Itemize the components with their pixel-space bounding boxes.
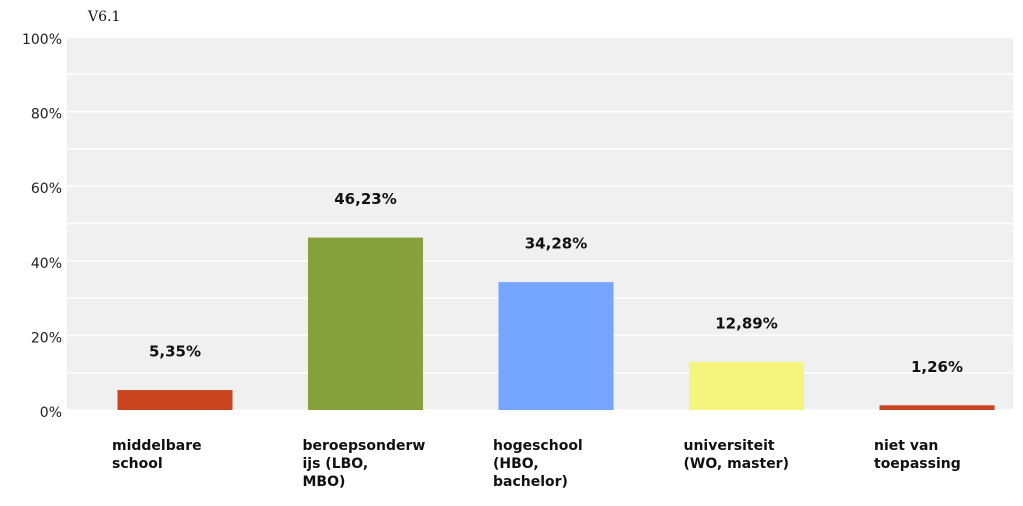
x-tick-label: beroepsonderw ijs (LBO, MBO) [302, 438, 426, 490]
chart-title: V6.1 [87, 9, 120, 25]
x-tick-label: middelbare school [112, 438, 202, 472]
x-tick-label: universiteit (WO, master) [683, 438, 790, 472]
x-tick-label: niet van toepassing [874, 438, 961, 472]
bar [498, 282, 614, 410]
x-tick-label: hogeschool (HBO, bachelor) [493, 438, 583, 490]
y-tick-label: 100% [22, 32, 62, 48]
y-tick-label: 40% [31, 256, 62, 272]
value-label: 34,28% [525, 235, 587, 253]
value-label: 5,35% [149, 343, 201, 361]
value-label: 12,89% [715, 314, 777, 332]
bar [117, 390, 233, 410]
y-tick-label: 80% [31, 107, 62, 123]
bar [308, 237, 423, 410]
value-label: 1,26% [911, 358, 963, 376]
bar [879, 405, 995, 410]
value-label: 46,23% [334, 190, 396, 208]
y-tick-label: 60% [31, 181, 62, 197]
y-tick-label: 0% [40, 405, 62, 421]
bar [689, 361, 804, 410]
y-tick-label: 20% [31, 330, 62, 346]
